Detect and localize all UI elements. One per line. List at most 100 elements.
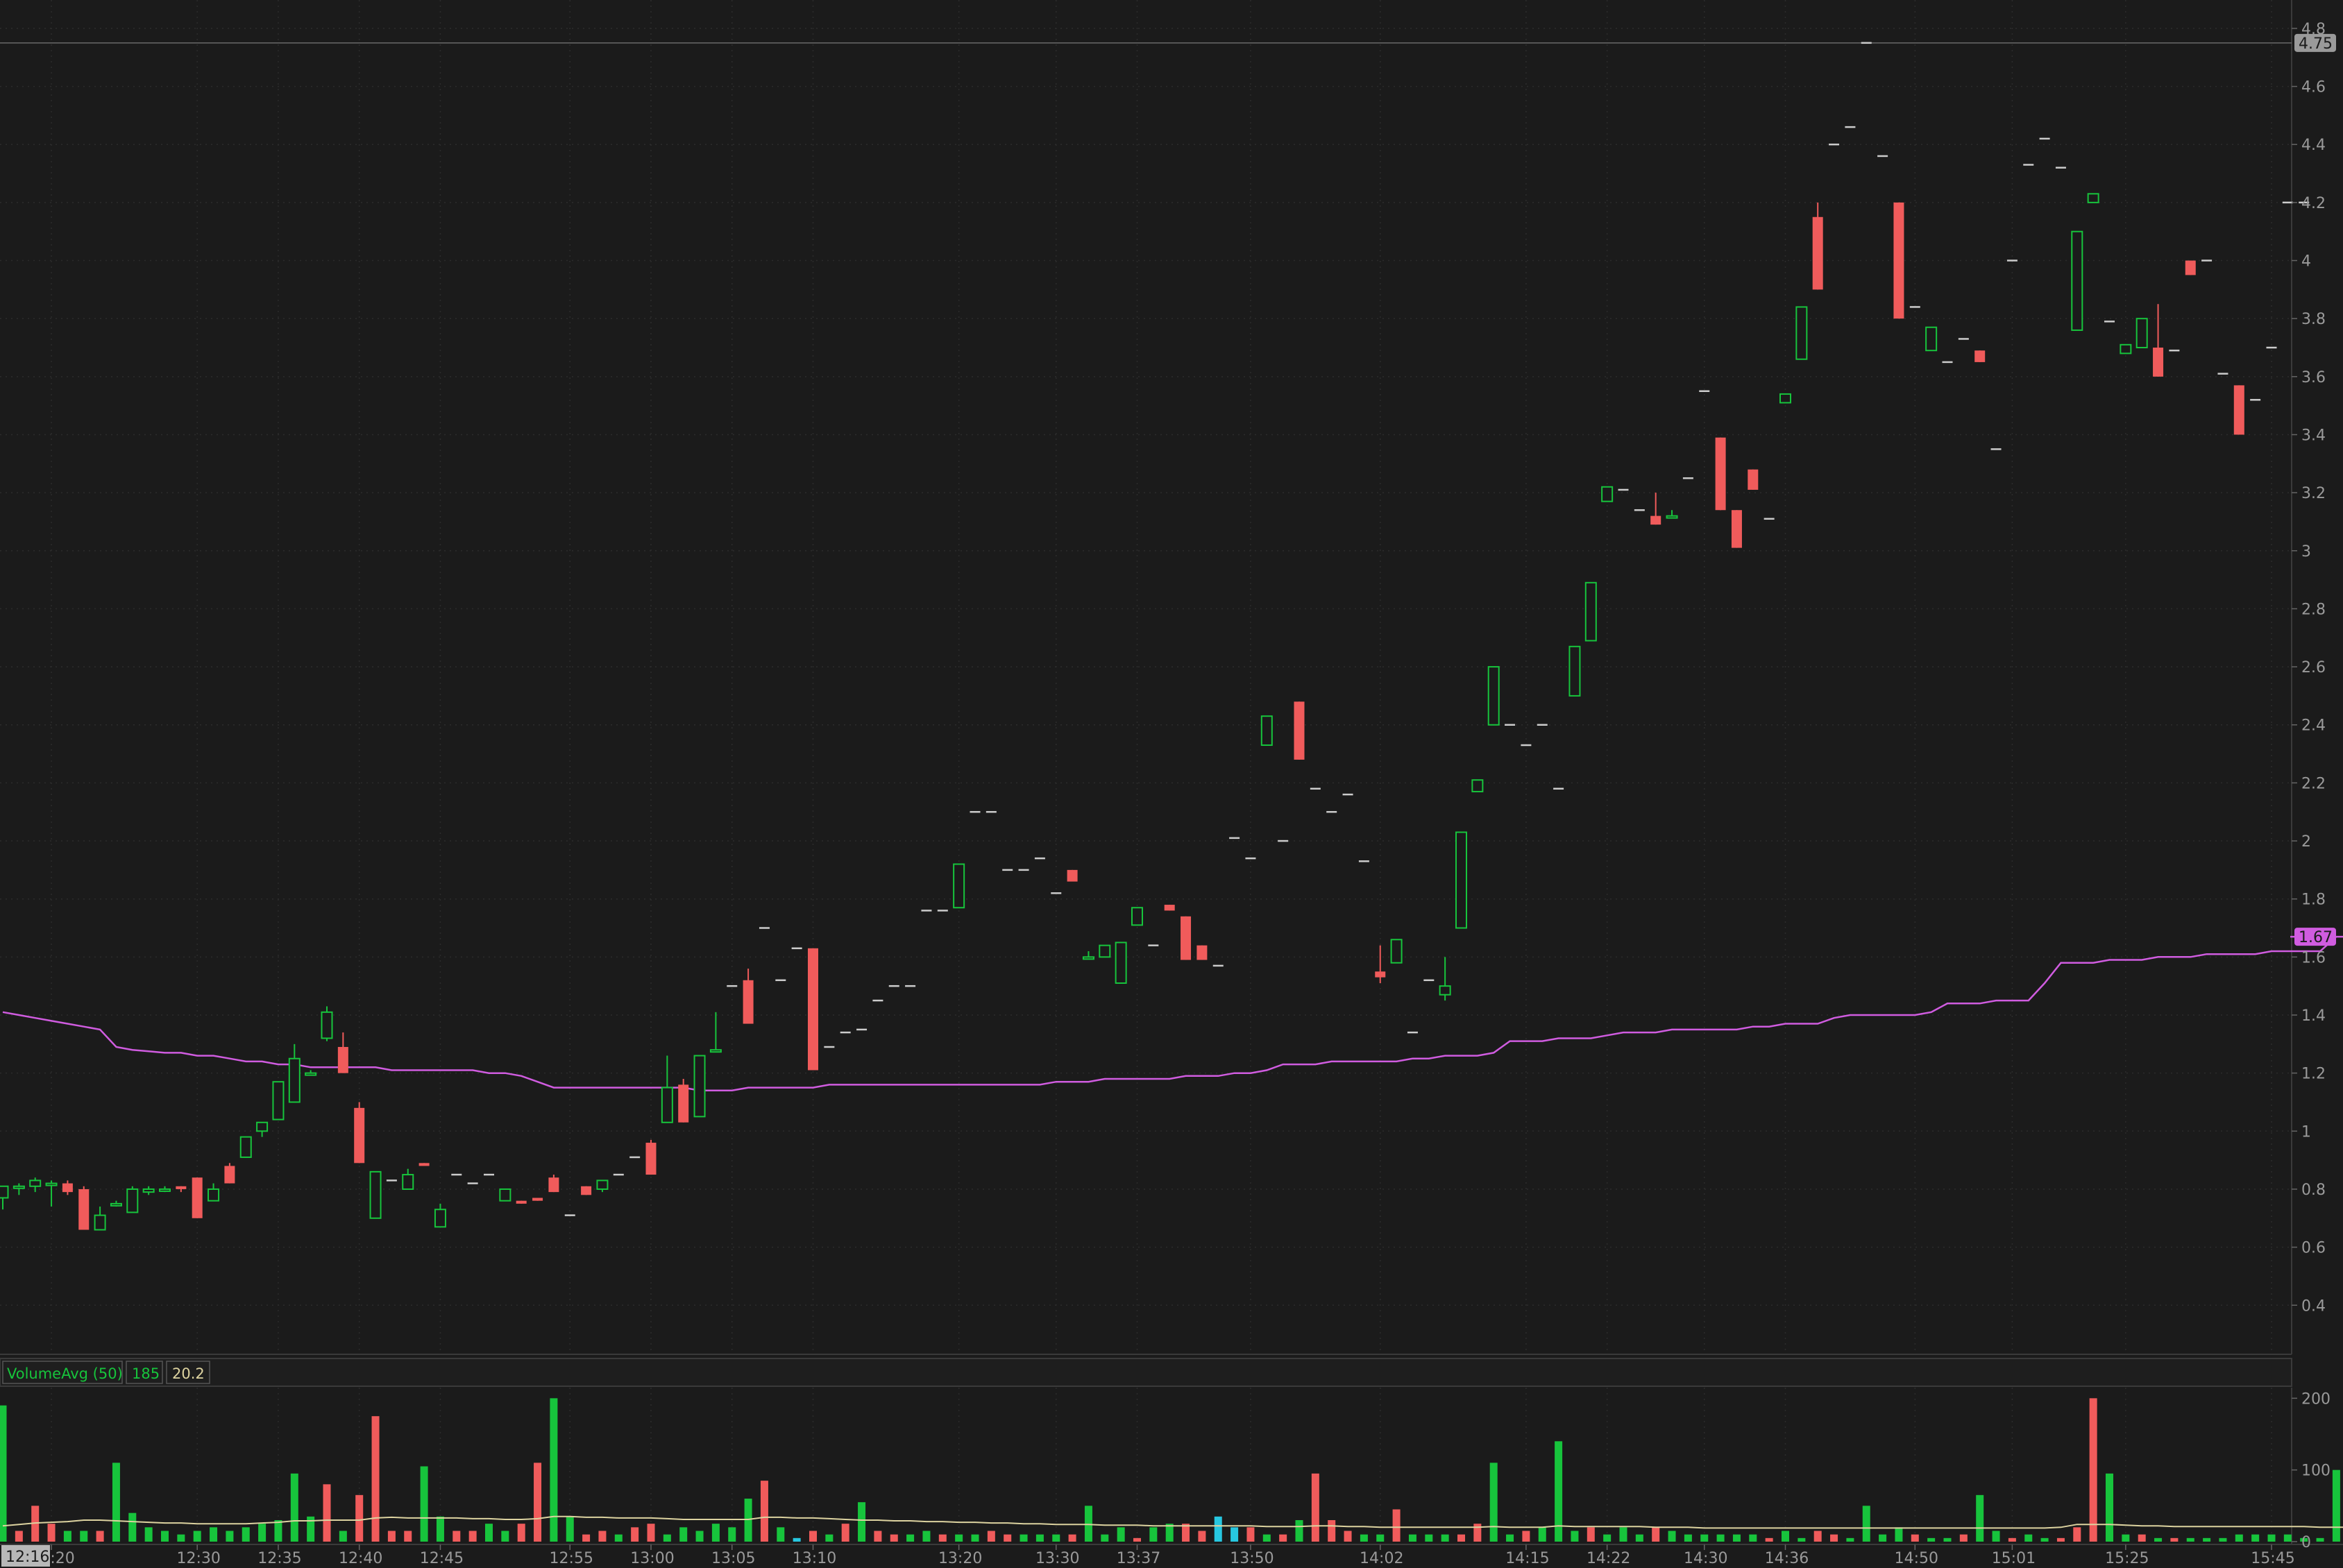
candle-body-up	[1390, 939, 1403, 964]
moving-average-line	[2, 935, 2343, 1091]
candle	[45, 1180, 58, 1207]
candle	[808, 948, 818, 1071]
volume-bar	[858, 1502, 866, 1542]
price-tick-label: 0.4	[2301, 1297, 2326, 1315]
volume-bar	[1732, 1534, 1741, 1542]
volume-bar	[339, 1531, 347, 1542]
volume-bar	[631, 1527, 639, 1542]
candle	[1196, 945, 1208, 960]
volume-bar	[210, 1527, 218, 1542]
volume-bar	[2106, 1473, 2113, 1542]
volume-bar	[144, 1527, 153, 1542]
price-tick-label: 1.6	[2301, 949, 2326, 966]
candle-body-up	[29, 1179, 42, 1187]
candle-body-down	[1731, 510, 1742, 548]
volume-bar	[1911, 1534, 1919, 1542]
price-tick-label: 4	[2301, 253, 2311, 271]
candle	[709, 1012, 722, 1053]
candle	[1439, 957, 1451, 1001]
candle-body-down	[176, 1186, 187, 1189]
volume-bar	[1943, 1537, 1952, 1542]
ma-value-badge: 1.67	[2294, 928, 2336, 946]
candle-body-up	[94, 1214, 106, 1231]
volume-bar	[1311, 1473, 1319, 1542]
volume-bar	[1700, 1534, 1709, 1542]
candle	[159, 1186, 171, 1193]
volume-bar	[1927, 1537, 1936, 1542]
candle-body-up	[1487, 666, 1500, 726]
candle-body-up	[272, 1081, 285, 1120]
volume-bar	[2251, 1534, 2260, 1542]
candle-body-up	[1099, 944, 1111, 958]
volume-tick-label: 100	[2301, 1463, 2331, 1480]
volume-bar	[614, 1534, 623, 1542]
time-tick-label: 14:02	[1360, 1550, 1403, 1567]
candle	[596, 1179, 609, 1193]
time-tick-label: 13:50	[1230, 1550, 1274, 1567]
candle-body-down	[581, 1186, 592, 1195]
volume-tick-label: 200	[2301, 1390, 2331, 1408]
price-tick-label: 3.4	[2301, 427, 2326, 444]
candle	[1584, 581, 1597, 642]
candle-body-down	[2233, 385, 2244, 435]
candle-body-down	[1181, 916, 1192, 960]
candle	[1260, 715, 1273, 747]
candle	[0, 1185, 9, 1210]
volume-bar	[663, 1534, 671, 1542]
volume-axis: 200 100 0	[2292, 1390, 2331, 1551]
volume-bar	[1571, 1531, 1579, 1542]
price-tick-label: 2.4	[2301, 717, 2326, 735]
volume-bar	[1084, 1506, 1092, 1542]
price-tick-label: 0.8	[2301, 1182, 2326, 1199]
candle	[581, 1186, 592, 1195]
candle-body-down	[548, 1177, 559, 1193]
candle	[272, 1081, 285, 1120]
volume-average-line	[2, 1515, 2343, 1529]
volume-bar	[1862, 1506, 1870, 1542]
candle-body-down	[418, 1163, 430, 1166]
candle	[256, 1121, 269, 1137]
candle	[1455, 831, 1467, 929]
price-tick-label: 0.6	[2301, 1240, 2326, 1257]
volume-bar	[2316, 1537, 2324, 1542]
candle	[1294, 701, 1305, 760]
volume-bar	[2283, 1534, 2292, 1542]
volume-bar	[1522, 1531, 1530, 1542]
volume-bar	[1798, 1537, 1806, 1542]
time-tick-label: 14:30	[1684, 1550, 1727, 1567]
candle	[1487, 666, 1500, 726]
price-pane[interactable]	[0, 42, 2343, 1231]
volume-bar	[711, 1524, 720, 1542]
candle	[402, 1168, 414, 1190]
volume-bar	[2040, 1537, 2049, 1542]
price-tick-label: 1.4	[2301, 1007, 2326, 1025]
time-cursor-bg	[1, 1545, 50, 1567]
volume-avg-value: 20.2	[172, 1365, 205, 1382]
candle	[499, 1188, 511, 1202]
time-axis: 12:20 12:30 12:35 12:40 12:45 12:55 13:00 13:05…	[31, 1544, 2295, 1567]
volume-bar	[1262, 1534, 1271, 1542]
candle-body-down	[337, 1047, 348, 1073]
candle-body-up	[0, 1185, 9, 1199]
price-tick-label: 4.2	[2301, 195, 2326, 212]
volume-bar	[387, 1531, 396, 1542]
volume-bar	[1360, 1534, 1368, 1542]
candle	[2071, 230, 2083, 331]
candle-body-down	[192, 1177, 203, 1218]
volume-study-header: VolumeAvg (50) 185 20.2	[0, 1358, 2292, 1387]
candle-body-down	[678, 1084, 689, 1123]
time-tick-label: 15:45	[2251, 1550, 2294, 1567]
volume-bar	[161, 1531, 169, 1542]
candle-body-down	[808, 948, 818, 1071]
last-price-badge: 4.75	[2294, 33, 2336, 53]
volume-bar	[1782, 1531, 1789, 1542]
candle	[126, 1186, 139, 1213]
volume-bar	[647, 1524, 655, 1542]
volume-bar	[825, 1534, 834, 1542]
candle	[743, 969, 754, 1024]
volume-bar	[1619, 1527, 1627, 1542]
volume-bar	[1457, 1534, 1465, 1542]
volume-bar	[1279, 1534, 1287, 1542]
volume-bar	[2024, 1534, 2033, 1542]
